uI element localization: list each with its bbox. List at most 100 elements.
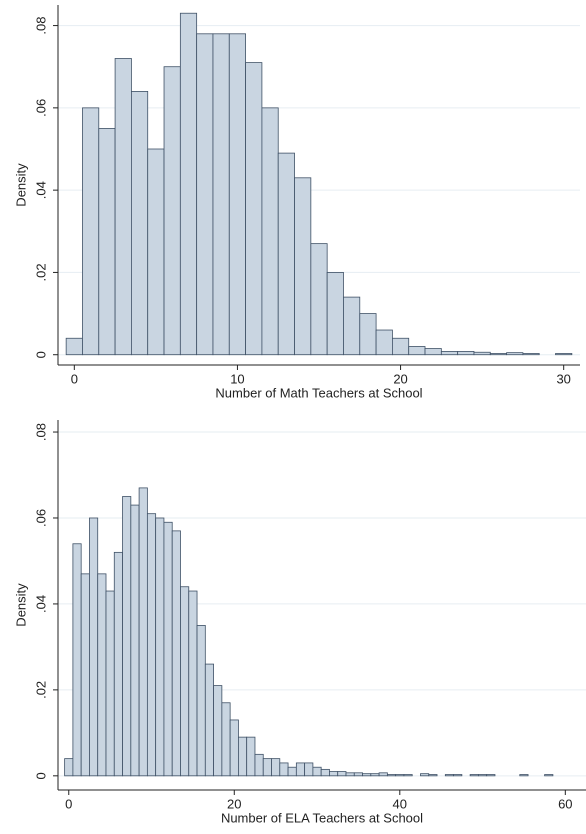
bar [254, 753, 264, 777]
y-axis-label: Density [13, 163, 28, 207]
bar [180, 586, 190, 777]
bar [105, 590, 115, 777]
bar [131, 91, 149, 356]
bar [408, 346, 426, 356]
bar [238, 736, 248, 777]
bar [228, 33, 246, 356]
x-tick-label: 10 [230, 371, 244, 386]
y-tick-label: .04 [33, 595, 48, 613]
bar [72, 543, 82, 777]
x-tick-label: 0 [65, 796, 72, 811]
bar [262, 758, 272, 777]
bar [80, 573, 90, 777]
bar [221, 702, 231, 777]
bar [428, 774, 438, 777]
bar [424, 348, 442, 356]
bar [478, 774, 488, 777]
bar [271, 758, 281, 777]
x-tick-label: 20 [227, 796, 241, 811]
y-tick-label: 0 [33, 772, 48, 779]
bar [486, 774, 496, 777]
bar [453, 774, 463, 777]
bar [386, 774, 397, 777]
bar [395, 774, 405, 777]
x-axis-label: Number of Math Teachers at School [215, 385, 422, 400]
bar [146, 513, 157, 777]
bar [544, 774, 554, 777]
bar [362, 773, 372, 777]
x-tick-label: 0 [71, 371, 78, 386]
bar [122, 496, 132, 777]
bar [345, 772, 355, 777]
bar [555, 353, 573, 356]
bar [287, 766, 297, 777]
bar [65, 337, 83, 356]
bar [277, 152, 295, 356]
y-tick-label: 0 [33, 351, 48, 358]
bar [179, 12, 198, 356]
x-tick-label: 60 [558, 796, 572, 811]
y-tick-label: .02 [33, 681, 48, 699]
bar [64, 758, 74, 777]
bar [457, 351, 475, 356]
bar [444, 774, 454, 777]
bar [295, 762, 306, 777]
bar [196, 33, 214, 356]
x-tick-label: 40 [393, 796, 407, 811]
y-tick-label: .08 [33, 423, 48, 441]
bar [188, 590, 198, 777]
bar [375, 329, 393, 356]
bar [522, 353, 540, 356]
bar [310, 243, 328, 356]
bar [155, 517, 165, 777]
y-tick-label: .02 [33, 263, 48, 281]
bar [304, 762, 314, 777]
bar [261, 107, 279, 356]
bar [204, 663, 214, 777]
bar [98, 128, 116, 356]
bar [343, 296, 361, 356]
bar [163, 521, 173, 777]
bar [392, 337, 410, 356]
bar [294, 177, 312, 356]
bar [378, 772, 388, 777]
bar [246, 736, 256, 777]
x-tick-label: 30 [556, 371, 570, 386]
bar [245, 62, 263, 356]
bar [403, 774, 413, 777]
bar [320, 768, 330, 777]
bar [89, 517, 99, 777]
bar [212, 33, 230, 356]
bar [97, 573, 107, 777]
bar [440, 351, 459, 356]
bar [353, 772, 363, 777]
y-tick-label: .06 [33, 509, 48, 527]
bar [519, 774, 529, 777]
bar [114, 58, 132, 356]
bar [329, 771, 339, 777]
bar [82, 107, 100, 356]
bar [489, 353, 507, 356]
bar [279, 762, 289, 777]
y-tick-label: .08 [33, 17, 48, 35]
bar [326, 272, 344, 356]
x-axis-label: Number of ELA Teachers at School [221, 810, 423, 825]
y-tick-label: .04 [33, 181, 48, 199]
bar [469, 774, 479, 777]
bar [113, 551, 123, 777]
y-axis-label: Density [13, 583, 28, 627]
bar [359, 313, 377, 356]
bar [370, 773, 380, 777]
bar [473, 351, 491, 356]
bar [213, 685, 223, 777]
bar [130, 504, 140, 777]
bar [506, 352, 524, 356]
bar [163, 66, 181, 356]
bar [171, 530, 181, 777]
x-tick-label: 20 [393, 371, 407, 386]
bar [420, 773, 430, 777]
bar [196, 625, 206, 777]
bar [229, 719, 239, 777]
y-tick-label: .06 [33, 99, 48, 117]
